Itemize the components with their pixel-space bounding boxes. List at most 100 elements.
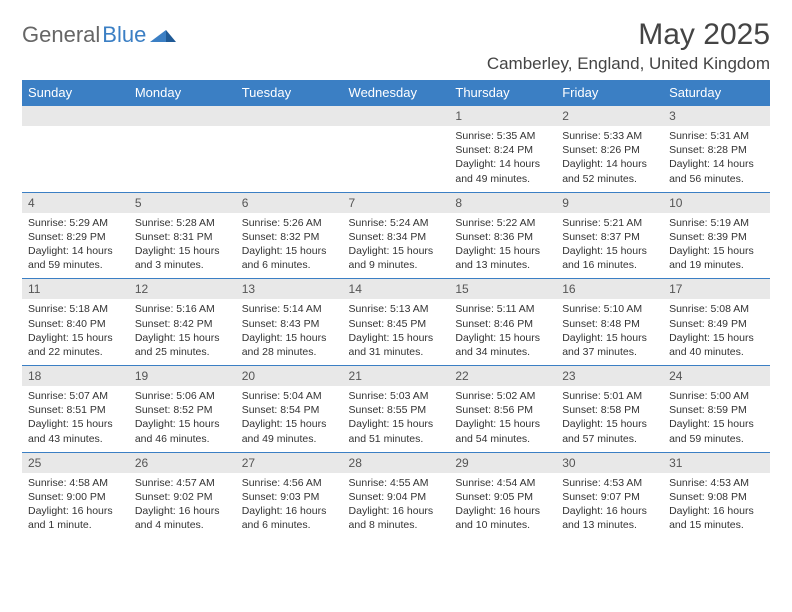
weekday-header: Thursday [449,80,556,106]
day-number: 7 [343,193,450,213]
sunrise-text: Sunrise: 5:07 AM [28,389,123,403]
day-number: 17 [663,279,770,299]
sunrise-text: Sunrise: 4:53 AM [562,476,657,490]
day-number: 12 [129,279,236,299]
day-number [22,106,129,126]
sunset-text: Sunset: 8:26 PM [562,143,657,157]
day-info: Sunrise: 5:14 AMSunset: 8:43 PMDaylight:… [236,299,343,359]
daylight-text: Daylight: 15 hours and 6 minutes. [242,244,337,272]
day-number: 14 [343,279,450,299]
sunset-text: Sunset: 8:29 PM [28,230,123,244]
day-info: Sunrise: 5:22 AMSunset: 8:36 PMDaylight:… [449,213,556,273]
sunrise-text: Sunrise: 4:54 AM [455,476,550,490]
daylight-text: Daylight: 15 hours and 49 minutes. [242,417,337,445]
daylight-text: Daylight: 14 hours and 49 minutes. [455,157,550,185]
sunrise-text: Sunrise: 5:22 AM [455,216,550,230]
sunset-text: Sunset: 9:04 PM [349,490,444,504]
daylight-text: Daylight: 15 hours and 25 minutes. [135,331,230,359]
calendar-cell: 22Sunrise: 5:02 AMSunset: 8:56 PMDayligh… [449,366,556,453]
day-number: 9 [556,193,663,213]
sunset-text: Sunset: 8:49 PM [669,317,764,331]
day-info: Sunrise: 4:56 AMSunset: 9:03 PMDaylight:… [236,473,343,533]
sunrise-text: Sunrise: 4:55 AM [349,476,444,490]
sunrise-text: Sunrise: 5:28 AM [135,216,230,230]
day-number: 3 [663,106,770,126]
sunset-text: Sunset: 9:07 PM [562,490,657,504]
daylight-text: Daylight: 16 hours and 1 minute. [28,504,123,532]
sunset-text: Sunset: 8:55 PM [349,403,444,417]
daylight-text: Daylight: 15 hours and 3 minutes. [135,244,230,272]
weekday-header: Monday [129,80,236,106]
daylight-text: Daylight: 15 hours and 59 minutes. [669,417,764,445]
daylight-text: Daylight: 15 hours and 40 minutes. [669,331,764,359]
day-info: Sunrise: 5:08 AMSunset: 8:49 PMDaylight:… [663,299,770,359]
logo: GeneralBlue [22,22,176,48]
day-number: 16 [556,279,663,299]
logo-text-1: General [22,22,100,48]
daylight-text: Daylight: 15 hours and 19 minutes. [669,244,764,272]
weekday-header: Tuesday [236,80,343,106]
sunrise-text: Sunrise: 5:13 AM [349,302,444,316]
daylight-text: Daylight: 15 hours and 13 minutes. [455,244,550,272]
day-number: 11 [22,279,129,299]
logo-mark-icon [150,22,176,48]
daylight-text: Daylight: 15 hours and 43 minutes. [28,417,123,445]
day-number: 8 [449,193,556,213]
calendar-cell: 21Sunrise: 5:03 AMSunset: 8:55 PMDayligh… [343,366,450,453]
calendar-cell: 1Sunrise: 5:35 AMSunset: 8:24 PMDaylight… [449,106,556,193]
sunset-text: Sunset: 8:28 PM [669,143,764,157]
calendar-row: 11Sunrise: 5:18 AMSunset: 8:40 PMDayligh… [22,279,770,366]
day-info: Sunrise: 4:58 AMSunset: 9:00 PMDaylight:… [22,473,129,533]
daylight-text: Daylight: 15 hours and 16 minutes. [562,244,657,272]
daylight-text: Daylight: 16 hours and 6 minutes. [242,504,337,532]
day-number: 29 [449,453,556,473]
day-number: 30 [556,453,663,473]
daylight-text: Daylight: 15 hours and 57 minutes. [562,417,657,445]
header: GeneralBlue May 2025 Camberley, England,… [22,18,770,74]
calendar-cell: 10Sunrise: 5:19 AMSunset: 8:39 PMDayligh… [663,192,770,279]
day-number: 27 [236,453,343,473]
calendar-cell: 20Sunrise: 5:04 AMSunset: 8:54 PMDayligh… [236,366,343,453]
sunset-text: Sunset: 8:34 PM [349,230,444,244]
weekday-header: Sunday [22,80,129,106]
calendar-cell [343,106,450,193]
weekday-header: Friday [556,80,663,106]
logo-text-2: Blue [102,22,146,48]
day-number [129,106,236,126]
daylight-text: Daylight: 15 hours and 31 minutes. [349,331,444,359]
day-info: Sunrise: 5:28 AMSunset: 8:31 PMDaylight:… [129,213,236,273]
sunset-text: Sunset: 8:59 PM [669,403,764,417]
calendar-row: 4Sunrise: 5:29 AMSunset: 8:29 PMDaylight… [22,192,770,279]
daylight-text: Daylight: 16 hours and 15 minutes. [669,504,764,532]
daylight-text: Daylight: 15 hours and 46 minutes. [135,417,230,445]
sunset-text: Sunset: 8:46 PM [455,317,550,331]
sunset-text: Sunset: 8:43 PM [242,317,337,331]
calendar-cell: 5Sunrise: 5:28 AMSunset: 8:31 PMDaylight… [129,192,236,279]
daylight-text: Daylight: 16 hours and 10 minutes. [455,504,550,532]
day-info: Sunrise: 5:21 AMSunset: 8:37 PMDaylight:… [556,213,663,273]
sunset-text: Sunset: 9:05 PM [455,490,550,504]
title-block: May 2025 Camberley, England, United King… [487,18,770,74]
sunrise-text: Sunrise: 5:01 AM [562,389,657,403]
sunrise-text: Sunrise: 4:58 AM [28,476,123,490]
day-info: Sunrise: 5:00 AMSunset: 8:59 PMDaylight:… [663,386,770,446]
sunset-text: Sunset: 9:00 PM [28,490,123,504]
day-number: 2 [556,106,663,126]
weekday-header: Saturday [663,80,770,106]
sunrise-text: Sunrise: 5:14 AM [242,302,337,316]
page-title: May 2025 [487,18,770,52]
day-number: 5 [129,193,236,213]
day-number: 1 [449,106,556,126]
sunrise-text: Sunrise: 5:11 AM [455,302,550,316]
day-number: 19 [129,366,236,386]
daylight-text: Daylight: 15 hours and 37 minutes. [562,331,657,359]
sunrise-text: Sunrise: 5:19 AM [669,216,764,230]
day-info: Sunrise: 5:07 AMSunset: 8:51 PMDaylight:… [22,386,129,446]
calendar-cell: 6Sunrise: 5:26 AMSunset: 8:32 PMDaylight… [236,192,343,279]
sunrise-text: Sunrise: 5:08 AM [669,302,764,316]
sunset-text: Sunset: 8:39 PM [669,230,764,244]
sunrise-text: Sunrise: 5:18 AM [28,302,123,316]
day-number: 31 [663,453,770,473]
calendar-cell: 28Sunrise: 4:55 AMSunset: 9:04 PMDayligh… [343,452,450,538]
sunset-text: Sunset: 8:54 PM [242,403,337,417]
